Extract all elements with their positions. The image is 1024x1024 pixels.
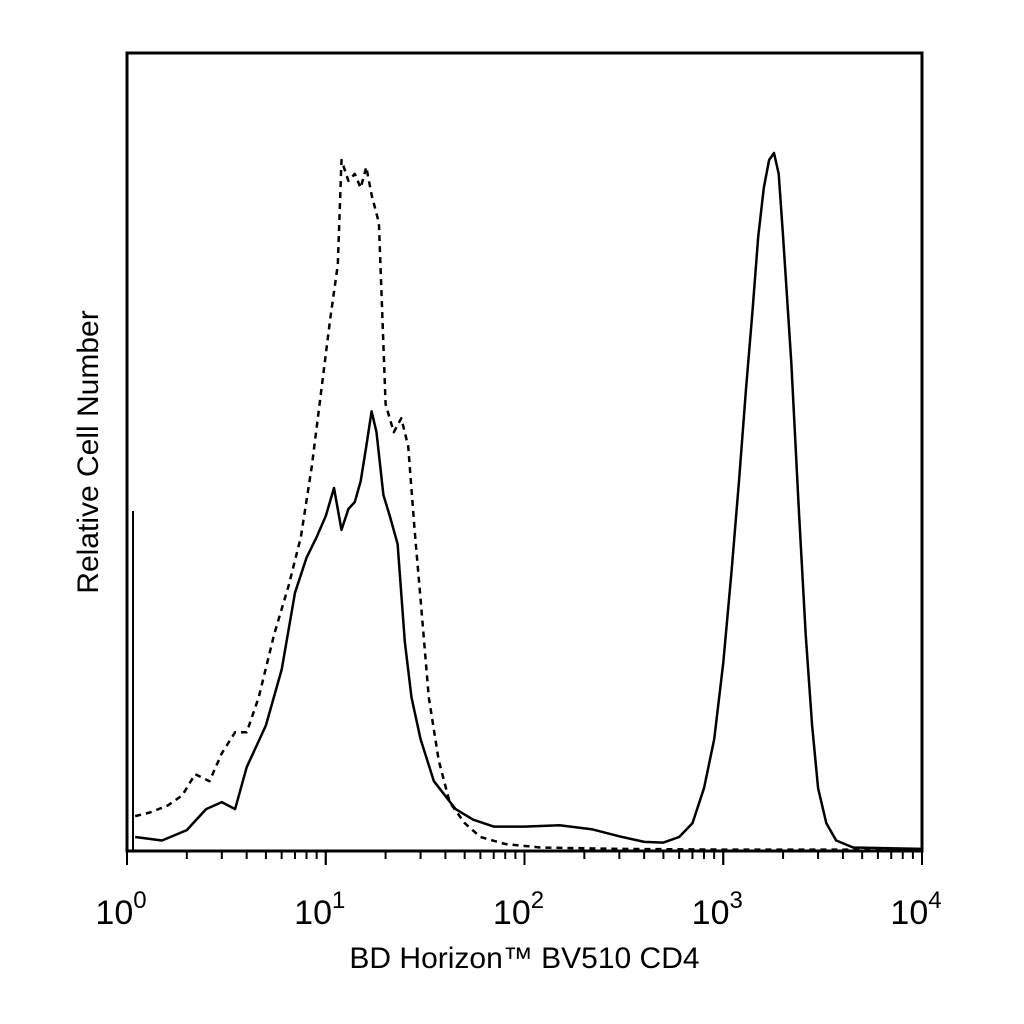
- x-tick-label: 102: [493, 887, 544, 932]
- x-tick-label: 103: [692, 887, 743, 932]
- y-axis-label: Relative Cell Number: [72, 310, 105, 593]
- solid-histogram-line: [135, 151, 923, 851]
- x-axis-label: BD Horizon™ BV510 CD4: [349, 942, 699, 975]
- x-tick-label: 100: [95, 887, 146, 932]
- x-tick-label: 104: [890, 887, 941, 932]
- x-tick-label: 101: [294, 887, 345, 932]
- dashed-histogram-line: [134, 158, 922, 851]
